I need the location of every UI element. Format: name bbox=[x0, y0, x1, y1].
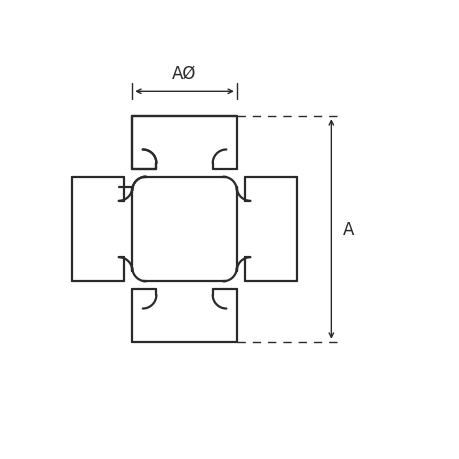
Text: A: A bbox=[342, 220, 353, 239]
Text: AØ: AØ bbox=[172, 64, 196, 82]
